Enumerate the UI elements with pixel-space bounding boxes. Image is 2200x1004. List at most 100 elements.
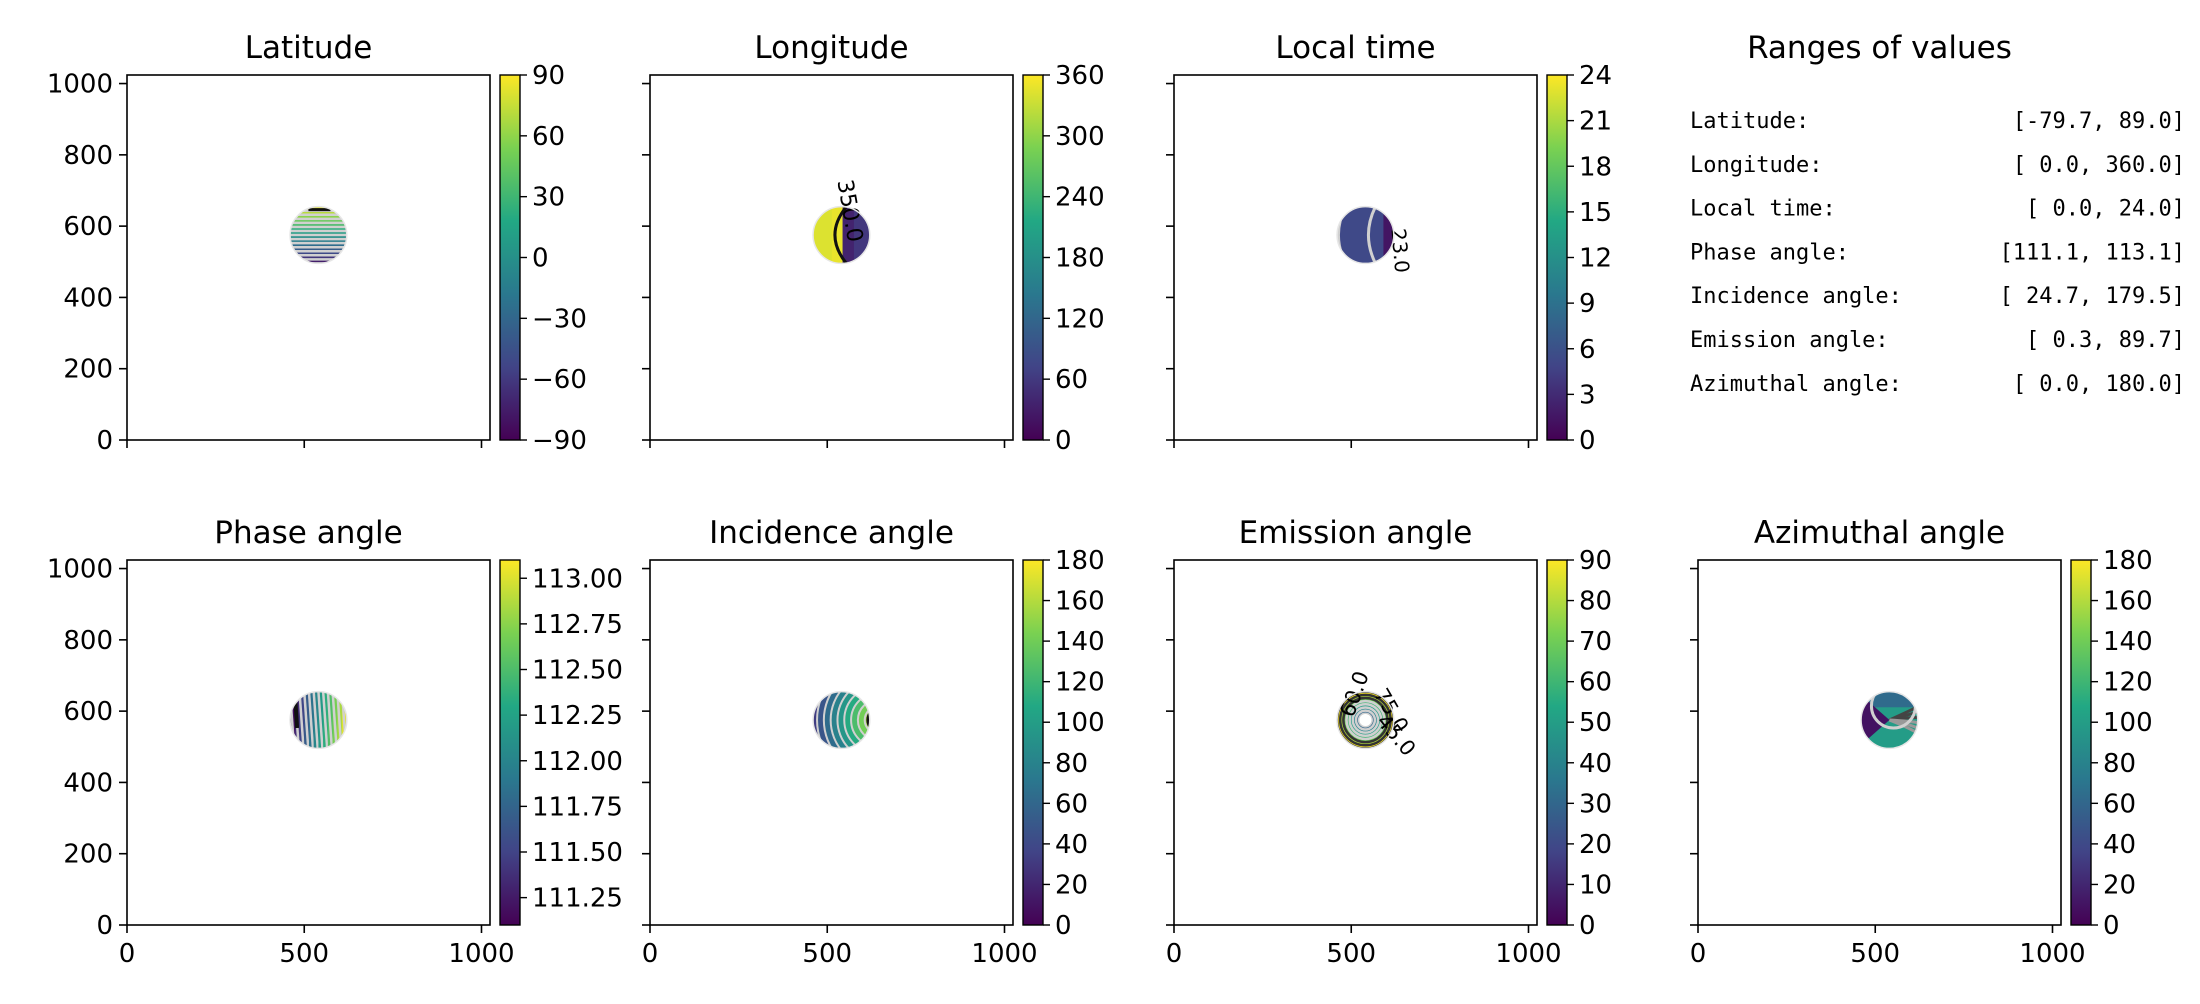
contour-line [307, 691, 315, 749]
colorbar-tick-label: −30 [532, 304, 587, 334]
y-tick-label: 600 [63, 697, 113, 727]
colorbar-tick-label: −90 [532, 426, 587, 456]
colorbar-tick-label: −60 [532, 365, 587, 395]
incidence-ring [863, 705, 870, 735]
colorbar-tick-label: 90 [532, 61, 565, 91]
colorbar-tick-label: 80 [1579, 587, 1612, 617]
latitude-band [290, 226, 347, 232]
panel-title: Azimuthal angle [1754, 515, 2005, 551]
x-tick-label: 500 [1326, 939, 1376, 969]
contour-line [302, 691, 310, 749]
x-tick-label: 500 [802, 939, 852, 969]
colorbar-tick-label: 21 [1579, 107, 1612, 137]
colorbar-tick-label: 20 [1579, 830, 1612, 860]
contour-line [1357, 712, 1373, 728]
y-tick-label: 400 [63, 768, 113, 798]
longitude-band [813, 206, 833, 264]
latitude-band [290, 230, 347, 236]
colorbar-tick-label: 24 [1579, 61, 1612, 91]
colorbar-tick-label: 60 [1055, 789, 1088, 819]
range-label: Local time: [1690, 197, 1836, 222]
contour-line [1348, 703, 1383, 738]
contour-line [1354, 709, 1377, 731]
range-value: [ 0.0, 180.0] [2013, 372, 2185, 397]
colorbar-tick-label: 60 [1055, 365, 1088, 395]
panel-title: Ranges of values [1747, 30, 2012, 66]
x-tick-label: 1000 [2019, 939, 2085, 969]
colorbar-tick-label: 140 [2103, 627, 2153, 657]
x-tick-label: 0 [642, 939, 659, 969]
latitude-band [290, 243, 347, 248]
colorbar-tick-label: 100 [2103, 708, 2153, 738]
contour-line [1351, 706, 1380, 734]
panel-phase-angle: Phase angle 0 500 1000 0 200 400 600 800 1000 113.… [47, 515, 623, 969]
contour-line [1342, 696, 1389, 744]
range-value: [ 0.0, 360.0] [2013, 153, 2185, 178]
colorbar-tick-label: 160 [2103, 587, 2153, 617]
range-value: [ 0.3, 89.7] [2026, 328, 2185, 353]
disk-limb [812, 205, 871, 265]
latitude-band [290, 251, 347, 256]
colorbar-tick-label: 30 [1579, 789, 1612, 819]
colorbar-tick-label: 140 [1055, 627, 1105, 657]
latitude-band [290, 239, 347, 244]
panel-title: Latitude [245, 30, 373, 66]
contour-line [298, 691, 305, 749]
colorbar-tick-label: 15 [1579, 198, 1612, 228]
y-tick-label: 0 [96, 911, 113, 941]
colorbar-tick-label: 60 [2103, 789, 2136, 819]
range-value: [-79.7, 89.0] [2013, 109, 2185, 134]
contour-line [1366, 206, 1377, 264]
x-tick-label: 500 [1850, 939, 1900, 969]
colorbar-tick-label: 40 [1579, 749, 1612, 779]
contour-line [1888, 718, 1918, 738]
emission-center [1359, 714, 1372, 727]
contour-line [1345, 699, 1386, 741]
colorbar-tick-label: 80 [1055, 749, 1088, 779]
y-tick-label: 1000 [47, 555, 113, 585]
colorbar-tick-label: 112.75 [532, 610, 623, 640]
colorbar-tick-label: 180 [1055, 244, 1105, 274]
panel-incidence-angle: Incidence angle 0 500 1000 180 160 140 120 100 80… [642, 515, 1105, 969]
planet-disk [1337, 206, 1394, 264]
colorbar-tick-label: 180 [1055, 546, 1105, 576]
colorbar-tick-label: 0 [2103, 911, 2120, 941]
latitude-band [290, 214, 347, 220]
latitude-band [290, 259, 347, 264]
colorbar-tick-label: 40 [2103, 830, 2136, 860]
range-value: [ 24.7, 179.5] [2000, 284, 2185, 309]
y-tick-label: 200 [63, 355, 113, 385]
latitude-band [290, 218, 347, 224]
contour-line [866, 706, 870, 734]
disk-limb [1336, 690, 1395, 750]
colorbar-tick-label: 100 [1055, 708, 1105, 738]
colorbar-tick-label: 20 [2103, 870, 2136, 900]
contour-line [833, 206, 848, 264]
disk-limb [812, 690, 871, 750]
colorbar [499, 74, 521, 441]
latitude-band [290, 210, 347, 216]
latitude-band [290, 247, 347, 252]
colorbar-tick-label: 40 [1055, 830, 1088, 860]
colorbar [499, 559, 521, 926]
colorbar-tick-label: 120 [1055, 668, 1105, 698]
x-tick-label: 1000 [448, 939, 514, 969]
colorbar-tick-label: 360 [1055, 61, 1105, 91]
colorbar-tick-label: 160 [1055, 587, 1105, 617]
longitude-band [831, 206, 844, 264]
contour-line [317, 691, 324, 749]
colorbar-tick-label: 0 [1579, 911, 1596, 941]
range-label: Latitude: [1690, 109, 1809, 134]
colorbar-tick-label: 111.25 [532, 884, 623, 914]
colorbar-tick-label: 18 [1579, 152, 1612, 182]
colorbar-tick-label: 60 [532, 122, 565, 152]
range-value: [111.1, 113.1] [2000, 240, 2185, 265]
y-tick-label: 400 [63, 283, 113, 313]
colorbar-tick-label: 20 [1055, 870, 1088, 900]
x-tick-label: 0 [1166, 939, 1183, 969]
range-value: [ 0.0, 24.0] [2026, 197, 2185, 222]
range-label: Emission angle: [1690, 328, 1889, 353]
y-tick-label: 0 [96, 426, 113, 456]
range-label: Incidence angle: [1690, 284, 1902, 309]
